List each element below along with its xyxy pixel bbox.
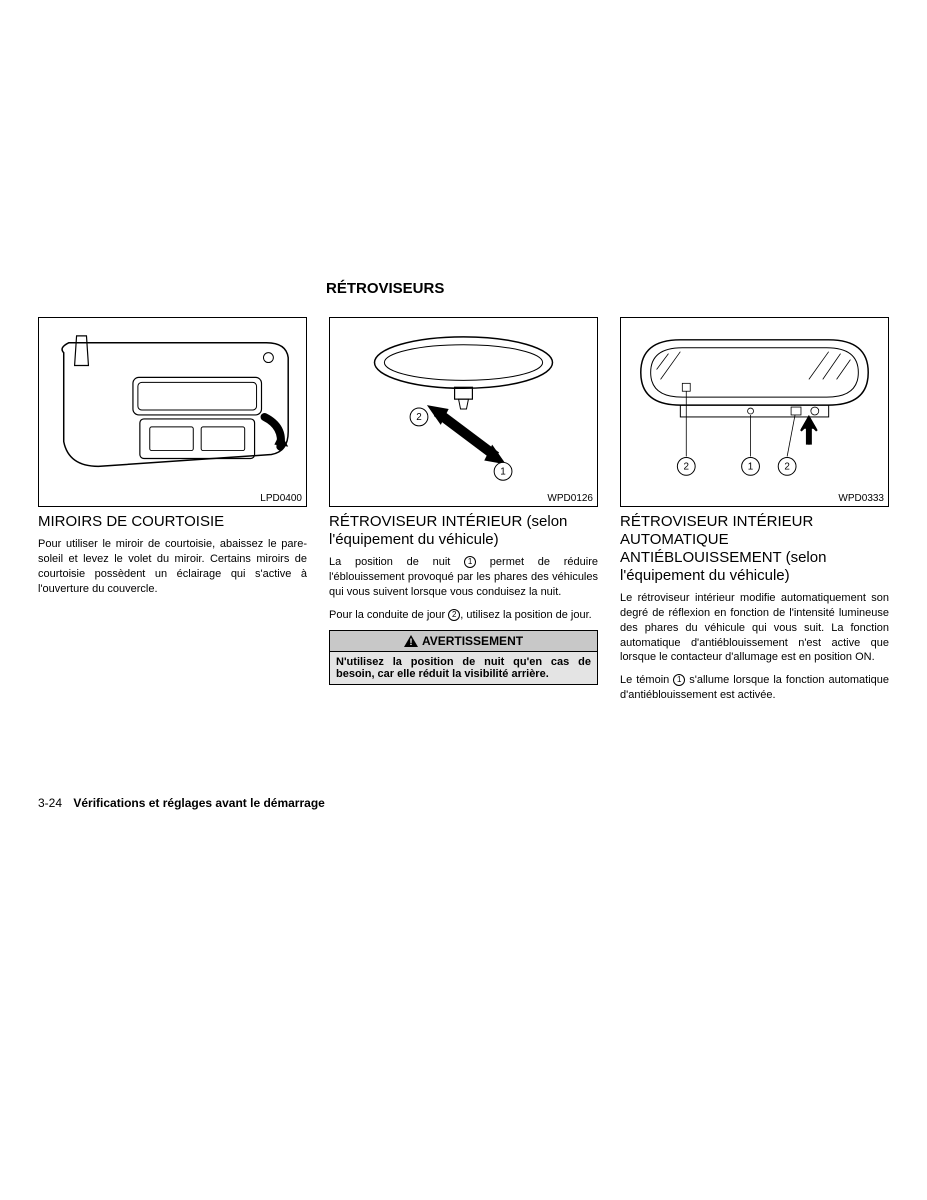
para-2-1: La position de nuit 1 permet de réduire … — [329, 555, 598, 600]
column-2: 2 1 WPD0126 RÉTROVISEUR INTÉRIEUR (selon… — [329, 317, 598, 711]
mirror-svg: 2 1 — [330, 318, 597, 506]
fig2-label-1: 1 — [500, 466, 506, 477]
heading-1: MIROIRS DE COURTOISIE — [38, 513, 307, 531]
figure-code-1: LPD0400 — [260, 493, 302, 504]
para-2-1a: La position de nuit — [329, 556, 464, 568]
figure-code-2: WPD0126 — [547, 493, 593, 504]
fig2-label-2: 2 — [416, 412, 422, 423]
page-footer: 3-24 Vérifications et réglages avant le … — [38, 796, 325, 810]
para-2-2: Pour la conduite de jour 2, utilisez la … — [329, 608, 598, 623]
warning-label: AVERTISSEMENT — [422, 634, 523, 648]
inline-num-1: 1 — [464, 556, 476, 568]
fig3-label-2b: 2 — [784, 461, 790, 472]
fig3-label-1: 1 — [748, 461, 754, 472]
columns: LPD0400 MIROIRS DE COURTOISIE Pour utili… — [38, 317, 889, 711]
para-3-2: Le témoin 1 s'allume lorsque la fonction… — [620, 673, 889, 703]
section-title: RÉTROVISEURS — [326, 280, 889, 297]
figure-visor: LPD0400 — [38, 317, 307, 507]
para-3-1: Le rétroviseur intérieur modifie automat… — [620, 591, 889, 665]
para-3-2a: Le témoin — [620, 674, 673, 686]
para-1-1: Pour utiliser le miroir de courtoisie, a… — [38, 537, 307, 596]
warning-header: ! AVERTISSEMENT — [329, 630, 598, 652]
page-content: RÉTROVISEURS — [38, 280, 889, 711]
heading-2: RÉTROVISEUR INTÉRIEUR (selon l'équipemen… — [329, 513, 598, 549]
figure-mirror: 2 1 WPD0126 — [329, 317, 598, 507]
heading-3: RÉTROVISEUR INTÉRIEUR AUTOMATIQUE ANTIÉB… — [620, 513, 889, 585]
para-2-2a: Pour la conduite de jour — [329, 609, 448, 621]
auto-mirror-svg: 2 1 2 — [621, 318, 888, 506]
warning-icon: ! — [404, 635, 418, 647]
para-2-2b: , utilisez la position de jour. — [460, 609, 591, 621]
warning-body: N'utilisez la position de nuit qu'en cas… — [329, 652, 598, 685]
inline-num-3: 1 — [673, 674, 685, 686]
column-1: LPD0400 MIROIRS DE COURTOISIE Pour utili… — [38, 317, 307, 711]
column-3: 2 1 2 WPD0333 RÉTROVISEUR INTÉRIEUR AUTO… — [620, 317, 889, 711]
footer-title: Vérifications et réglages avant le démar… — [73, 796, 324, 810]
page-number: 3-24 — [38, 796, 62, 810]
figure-auto-mirror: 2 1 2 WPD0333 — [620, 317, 889, 507]
fig3-label-2a: 2 — [684, 461, 690, 472]
svg-text:!: ! — [409, 637, 412, 647]
visor-svg — [39, 318, 306, 506]
inline-num-2: 2 — [448, 609, 460, 621]
figure-code-3: WPD0333 — [838, 493, 884, 504]
